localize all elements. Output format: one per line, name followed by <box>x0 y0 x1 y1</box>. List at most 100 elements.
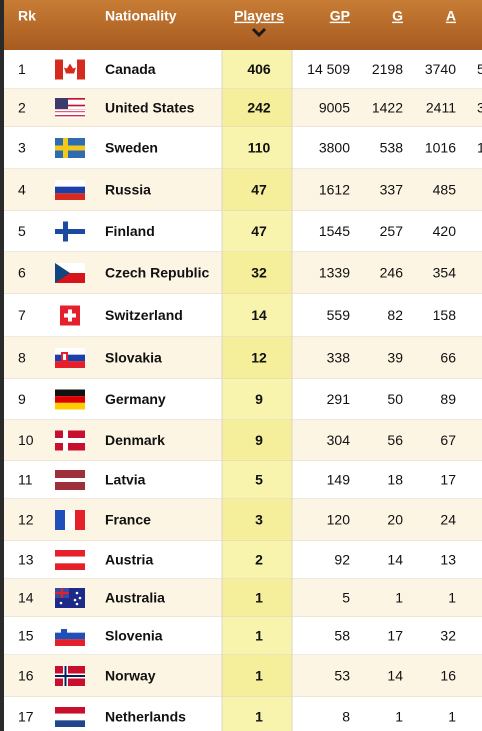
players-cell-bg <box>222 499 292 541</box>
flag-part <box>55 59 63 80</box>
goals: 17 <box>387 628 403 644</box>
flag-part <box>55 592 69 594</box>
nationality: Denmark <box>105 432 165 448</box>
goals: 14 <box>387 552 403 568</box>
games-played: 1545 <box>319 223 350 239</box>
flag-part <box>55 273 85 283</box>
flag-part <box>55 438 85 443</box>
rank: 13 <box>18 552 34 568</box>
goals: 56 <box>387 432 403 448</box>
flag-icon <box>55 180 85 200</box>
flag-icon <box>55 588 85 608</box>
rank: 9 <box>18 391 26 407</box>
flag-part <box>55 103 85 105</box>
header-cell[interactable]: Players <box>234 8 284 24</box>
flag-part <box>77 59 85 80</box>
players: 47 <box>251 223 267 239</box>
rank: 7 <box>18 307 26 323</box>
rank: 4 <box>18 182 26 198</box>
rank: 5 <box>18 223 26 239</box>
flag-part <box>55 354 85 362</box>
rank: 15 <box>18 628 34 644</box>
goals: 82 <box>387 307 403 323</box>
nationality: Netherlands <box>105 709 186 725</box>
goals: 1 <box>395 590 403 606</box>
rank: 2 <box>18 100 26 116</box>
games-played: 9005 <box>319 100 350 116</box>
assists: 158 <box>433 307 457 323</box>
assists: 1 <box>448 709 456 725</box>
nationality: Germany <box>105 391 166 407</box>
flag-part <box>55 626 85 633</box>
flag-part <box>55 639 85 646</box>
games-played: 5 <box>342 590 350 606</box>
rank: 11 <box>18 472 33 488</box>
rank: 10 <box>18 432 34 448</box>
nationality: Czech Republic <box>105 265 209 281</box>
players-cell-bg <box>222 697 292 731</box>
players: 14 <box>251 307 267 323</box>
flag-part <box>55 478 85 482</box>
players-cell-bg <box>222 50 292 89</box>
flag-part <box>75 602 79 606</box>
rank: 16 <box>18 668 34 684</box>
games-played: 559 <box>327 307 351 323</box>
flag-part <box>55 470 85 478</box>
players-cell-bg <box>222 420 292 461</box>
flag-part <box>55 550 85 557</box>
players-cell-bg <box>222 655 292 697</box>
flag-part <box>55 180 85 187</box>
header-cell: Nationality <box>105 8 177 24</box>
players-cell-bg <box>222 294 292 337</box>
goals: 1 <box>395 709 403 725</box>
players-cell-bg <box>222 169 292 211</box>
flag-part <box>55 109 85 112</box>
goals: 257 <box>380 223 404 239</box>
flag-part <box>55 193 85 200</box>
rank: 3 <box>18 140 26 156</box>
header-cell[interactable]: A <box>446 8 456 24</box>
flag-icon <box>55 263 85 283</box>
assists: 16 <box>440 668 456 684</box>
rank: 6 <box>18 265 26 281</box>
players-cell-bg <box>222 379 292 420</box>
assists: 17 <box>440 472 456 488</box>
assists: 89 <box>440 391 456 407</box>
flag-part <box>64 63 76 74</box>
flag-part <box>55 186 85 194</box>
nationality: Finland <box>105 223 155 239</box>
points-cut: 5 <box>477 61 482 77</box>
flag-part <box>75 510 85 530</box>
flag-part <box>55 103 85 107</box>
assists: 3740 <box>425 61 456 77</box>
assists: 354 <box>433 265 457 281</box>
players: 110 <box>248 140 271 156</box>
games-played: 304 <box>327 432 351 448</box>
flag-part <box>55 713 85 721</box>
flag-icon <box>55 626 85 646</box>
header-cell[interactable]: G <box>392 8 403 24</box>
players: 12 <box>251 350 267 366</box>
goals: 14 <box>387 668 403 684</box>
goals: 20 <box>387 512 403 528</box>
assists: 67 <box>440 432 456 448</box>
players: 5 <box>255 472 263 488</box>
games-played: 338 <box>327 350 351 366</box>
flag-part <box>63 354 66 360</box>
assists: 485 <box>433 182 457 198</box>
goals: 18 <box>387 472 403 488</box>
players: 2 <box>255 552 263 568</box>
flag-part <box>55 145 85 151</box>
flag-part <box>55 396 85 403</box>
goals: 2198 <box>372 61 403 77</box>
nationality: Canada <box>105 61 156 77</box>
left-edge <box>0 0 4 731</box>
players: 406 <box>247 61 271 77</box>
flag-icon <box>55 470 85 490</box>
flag-part <box>55 720 85 727</box>
flag-part <box>75 591 79 595</box>
flag-icon <box>60 305 80 326</box>
header-cell[interactable]: GP <box>330 8 350 24</box>
games-played: 291 <box>327 391 351 407</box>
